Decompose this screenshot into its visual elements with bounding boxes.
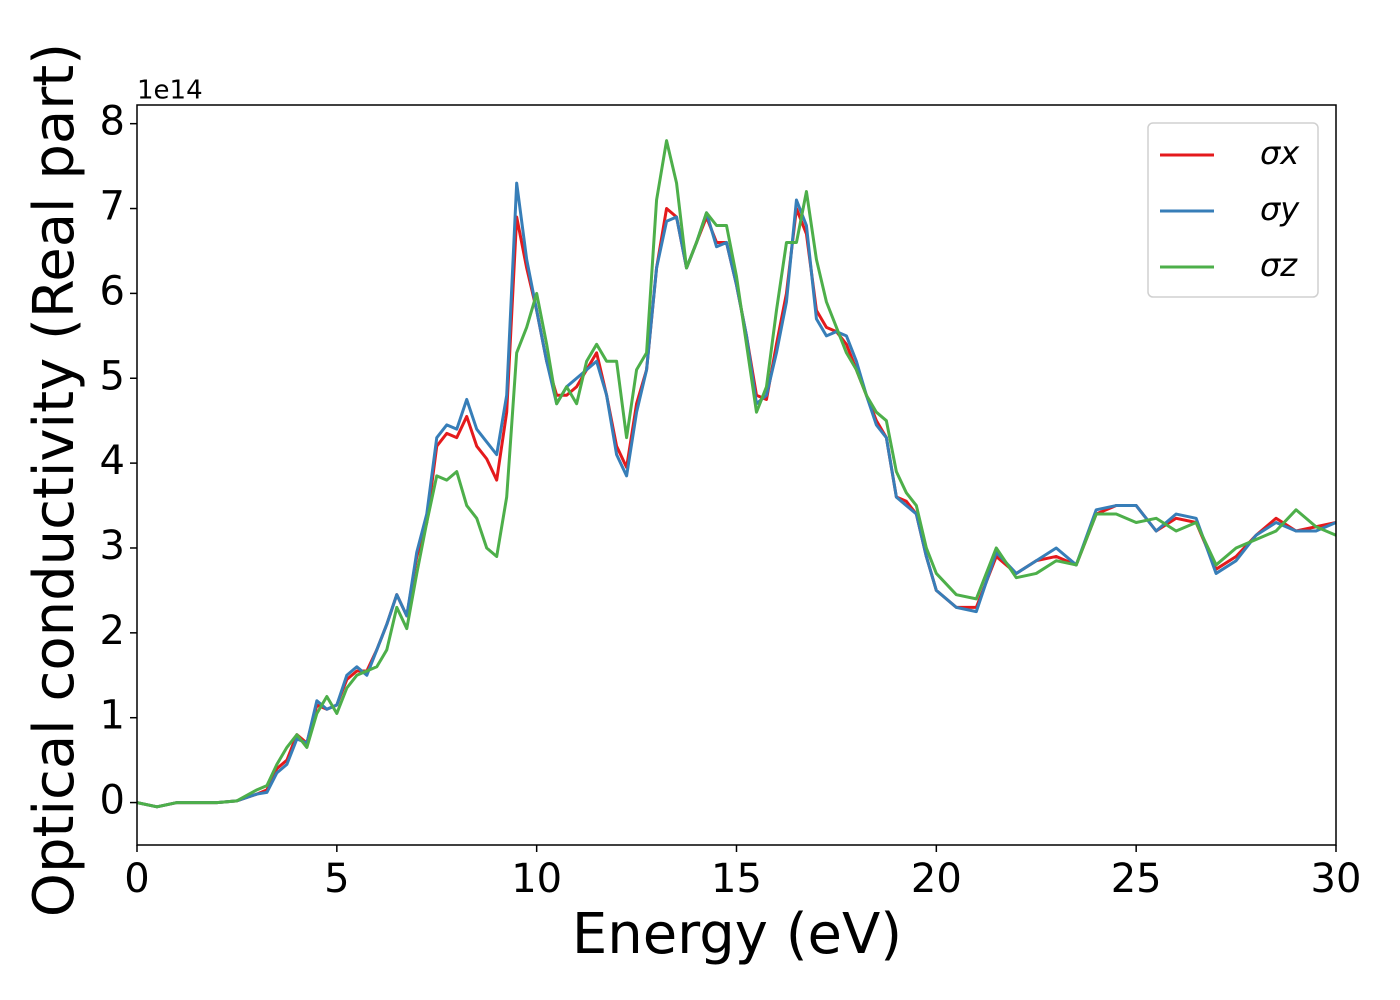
x-tick-label: 0 xyxy=(124,856,149,902)
x-tick-label: 25 xyxy=(1111,856,1162,902)
x-tick-label: 30 xyxy=(1311,856,1362,902)
series-line xyxy=(137,139,1336,809)
series-line xyxy=(137,181,1336,809)
y-tick-label: 3 xyxy=(100,523,125,569)
y-tick-label: 6 xyxy=(100,268,125,314)
plot-frame xyxy=(136,104,1337,846)
legend-label: σz xyxy=(1260,246,1298,284)
legend-box xyxy=(1147,122,1319,298)
y-tick-label: 5 xyxy=(100,353,125,399)
y-tick-label: 1 xyxy=(100,693,125,739)
offset-label: 1e14 xyxy=(137,76,203,106)
y-tick-label: 8 xyxy=(100,99,125,145)
x-tick-label: 15 xyxy=(711,856,762,902)
y-axis-label: Optical conductivity (Real part) xyxy=(22,43,87,917)
x-tick-label: 10 xyxy=(511,856,562,902)
legend-label: σy xyxy=(1260,190,1300,228)
y-tick-label: 7 xyxy=(100,184,125,230)
legend-label: σx xyxy=(1260,134,1300,172)
x-tick-label: 20 xyxy=(911,856,962,902)
y-tick-label: 0 xyxy=(100,778,125,824)
x-tick-label: 5 xyxy=(324,856,349,902)
x-axis-label: Energy (eV) xyxy=(572,902,902,967)
y-tick-label: 2 xyxy=(100,608,125,654)
y-tick-label: 4 xyxy=(100,438,125,484)
